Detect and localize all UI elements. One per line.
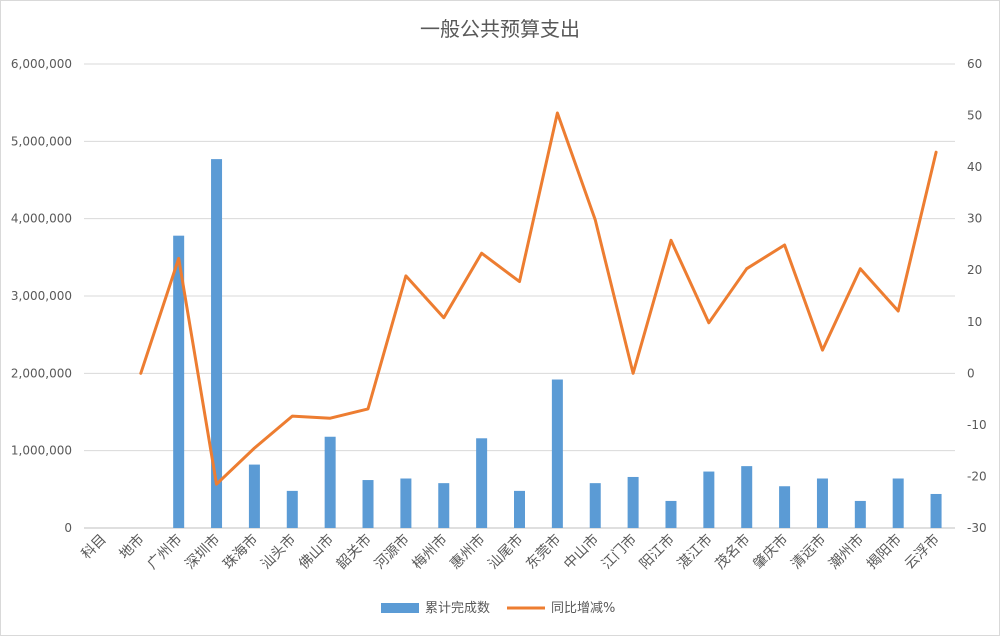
x-tick-label: 揭阳市 xyxy=(863,531,905,573)
right-tick-label: -10 xyxy=(967,418,987,432)
legend-label-bar: 累计完成数 xyxy=(425,601,490,616)
bar xyxy=(779,486,791,528)
bar xyxy=(476,438,488,528)
bar xyxy=(854,500,866,528)
x-tick-label: 珠海市 xyxy=(220,531,262,573)
bar xyxy=(551,379,563,528)
right-tick-label: 10 xyxy=(967,315,982,329)
x-tick-label: 中山市 xyxy=(560,531,602,573)
right-tick-label: -20 xyxy=(967,469,987,483)
x-tick-label: 地市 xyxy=(116,531,148,563)
x-tick-label: 茂名市 xyxy=(712,531,754,573)
bar-series xyxy=(173,159,942,528)
x-tick-label: 科目 xyxy=(79,532,110,563)
right-tick-label: -30 xyxy=(967,521,987,535)
bar xyxy=(741,466,753,528)
bar xyxy=(438,483,450,528)
legend-label-line: 同比增减% xyxy=(551,601,615,616)
left-tick-label: 0 xyxy=(64,521,72,535)
left-axis-labels: 0 1,000,000 2,000,000 3,000,000 4,000,000 5,0… xyxy=(11,57,72,535)
x-tick-label: 梅州市 xyxy=(409,531,451,573)
x-tick-label: 东莞市 xyxy=(522,531,564,573)
x-tick-label: 阳江市 xyxy=(636,531,678,573)
bar xyxy=(211,159,223,528)
x-tick-label: 汕头市 xyxy=(257,531,299,573)
x-axis-labels: 科目 地市广州市深圳市珠海市汕头市佛山市韶关市河源市梅州市惠州市汕尾市东莞市中山市… xyxy=(79,531,943,573)
x-tick-label: 江门市 xyxy=(598,531,640,573)
bar xyxy=(173,235,185,528)
legend: 累计完成数 同比增减% xyxy=(381,601,615,616)
x-tick-label: 湛江市 xyxy=(674,531,716,573)
legend-swatch-bar xyxy=(381,603,419,613)
gridlines xyxy=(84,63,955,529)
bar xyxy=(400,478,412,528)
x-tick-label: 佛山市 xyxy=(295,531,337,573)
x-tick-label: 清远市 xyxy=(788,531,830,573)
x-tick-label: 潮州市 xyxy=(825,531,867,573)
bar xyxy=(286,490,298,528)
bar xyxy=(930,493,942,528)
right-tick-label: 60 xyxy=(967,57,982,71)
bar xyxy=(665,500,677,528)
x-tick-label: 深圳市 xyxy=(182,531,224,573)
chart-title: 一般公共预算支出 xyxy=(420,17,580,41)
bar xyxy=(816,478,828,528)
x-tick-label: 肇庆市 xyxy=(750,531,792,573)
line-series xyxy=(139,111,938,486)
right-tick-label: 20 xyxy=(967,263,982,277)
bar xyxy=(248,464,260,528)
x-tick-label: 惠州市 xyxy=(447,531,489,573)
bar xyxy=(362,480,374,528)
left-tick-label: 6,000,000 xyxy=(11,57,72,71)
left-tick-label: 4,000,000 xyxy=(11,212,72,226)
right-tick-label: 0 xyxy=(967,366,975,380)
bar xyxy=(703,471,715,528)
right-tick-label: 50 xyxy=(967,109,982,123)
line-path xyxy=(139,111,938,486)
left-tick-label: 3,000,000 xyxy=(11,289,72,303)
x-tick-label: 河源市 xyxy=(371,531,413,573)
x-tick-label: 汕尾市 xyxy=(485,531,527,573)
right-tick-label: 30 xyxy=(967,212,982,226)
bar xyxy=(892,478,904,528)
left-tick-label: 1,000,000 xyxy=(11,444,72,458)
x-tick-label: 广州市 xyxy=(144,531,186,573)
x-tick-label: 韶关市 xyxy=(333,531,375,573)
bar xyxy=(589,483,601,528)
left-tick-label: 5,000,000 xyxy=(11,134,72,148)
right-axis-labels: -30 -20 -10 0 10 20 30 40 50 60 xyxy=(967,57,987,535)
x-tick-label: 云浮市 xyxy=(901,531,943,573)
bar xyxy=(627,476,639,528)
bar xyxy=(514,490,525,528)
left-tick-label: 2,000,000 xyxy=(11,366,72,380)
bar xyxy=(324,436,336,528)
right-tick-label: 40 xyxy=(967,160,982,174)
